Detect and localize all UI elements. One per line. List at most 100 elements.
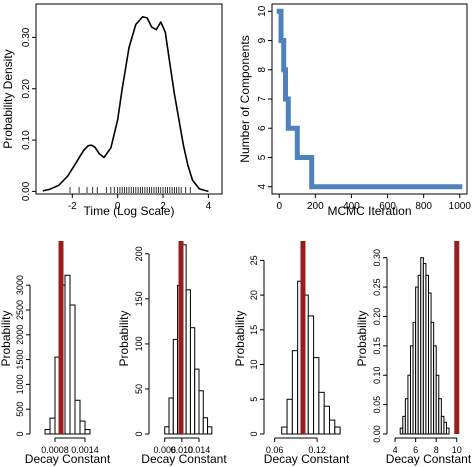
- plot-frame: [271, 3, 468, 195]
- x-axis-label: MCMC Iteration: [327, 204, 411, 218]
- y-axis-label: Probability: [355, 310, 369, 366]
- histogram-bar: [286, 398, 293, 435]
- histogram-bar: [185, 289, 191, 435]
- y-tick-label: 25: [249, 255, 259, 265]
- y-tick-label: 10: [249, 360, 259, 370]
- x-tick-label: 0: [276, 201, 282, 212]
- histogram-bar: [164, 426, 170, 435]
- y-tick-label: 15: [249, 325, 259, 335]
- y-tick-label: 3000: [15, 275, 25, 295]
- x-tick-label: 4: [393, 445, 398, 455]
- y-tick-label: 1000: [15, 374, 25, 394]
- y-tick-label: 200: [134, 246, 144, 261]
- x-tick-label: 10: [452, 445, 462, 455]
- x-tick-label: 0.0008: [41, 445, 69, 455]
- panel-6: 4 6 8 10 0.00 0.05 0.10 0.15 0.20 0.25 0.30 Decay C…: [355, 241, 472, 466]
- y-tick-label: 0.00: [21, 181, 32, 201]
- x-tick-label: -2: [68, 201, 77, 212]
- histogram-bar: [74, 399, 81, 435]
- y-tick-label: 500: [15, 402, 25, 417]
- x-tick-label: 0.010: [171, 445, 194, 455]
- density-curve: [42, 15, 209, 193]
- histogram-bar: [202, 417, 209, 435]
- x-tick-label: 8: [434, 445, 439, 455]
- x-axis-label: Decay Constant: [25, 452, 111, 466]
- y-tick-label: 0.20: [21, 79, 32, 99]
- y-tick-label: 4: [257, 183, 268, 189]
- histogram-bar: [194, 368, 200, 435]
- x-tick-label: 0.06: [266, 445, 284, 455]
- trace-line: [276, 8, 463, 190]
- x-tick-label: 4: [206, 201, 212, 212]
- y-tick-label: 9: [257, 37, 268, 43]
- histogram-bar: [64, 274, 71, 435]
- y-axis-label: Probability Density: [1, 49, 15, 148]
- x-tick-label: 0.12: [308, 445, 326, 455]
- histogram-bar: [172, 338, 179, 435]
- histogram-bar: [445, 427, 450, 435]
- plot-frame: [35, 3, 223, 195]
- y-tick-label: 50: [134, 384, 144, 394]
- y-tick-label: 0.10: [372, 366, 382, 384]
- x-tick-label: 0.0014: [71, 445, 99, 455]
- y-axis-label: Probability: [117, 310, 131, 366]
- y-tick-label: 0.30: [372, 249, 382, 267]
- histogram-bar: [291, 350, 299, 435]
- histogram-bar: [207, 426, 213, 435]
- histogram-bar: [79, 420, 86, 435]
- y-axis-label: Probability: [0, 310, 13, 366]
- x-tick-label: 800: [415, 201, 432, 212]
- histogram-bar: [44, 429, 51, 435]
- y-tick-label: 100: [134, 336, 144, 351]
- x-tick-label: 200: [307, 201, 324, 212]
- y-tick-label: 0.00: [372, 425, 382, 443]
- x-axis-label: Time (Log Scale): [84, 204, 175, 218]
- y-tick-label: 6: [257, 125, 268, 131]
- histogram-bar: [84, 429, 91, 435]
- histogram-bar: [313, 357, 320, 435]
- y-tick-label: 5: [249, 397, 259, 402]
- x-tick-label: 600: [379, 201, 396, 212]
- y-tick-label: 2500: [15, 300, 25, 320]
- panel-1: -2 0 2 4 0.00 0.10 0.20 0.30 Time (Log Scale) Pro…: [1, 3, 223, 218]
- y-axis-label: Probability: [233, 310, 247, 366]
- x-axis-label: Decay Constant: [386, 452, 472, 466]
- x-axis-label: Decay Constant: [264, 452, 350, 466]
- histogram-bar: [307, 315, 315, 435]
- histogram-bar: [189, 327, 196, 435]
- y-tick-label: 2000: [15, 325, 25, 345]
- y-tick-label: 0: [134, 431, 144, 436]
- histogram-bar: [69, 304, 76, 435]
- y-tick-label: 0.10: [21, 130, 32, 150]
- x-axis-label: Decay Constant: [141, 452, 227, 466]
- x-tick-label: 0.006: [153, 445, 176, 455]
- histogram-bar: [198, 390, 204, 435]
- y-tick-label: 0.15: [372, 337, 382, 355]
- histogram-bar: [49, 417, 56, 435]
- histogram-bar: [334, 426, 341, 435]
- histogram-bar: [323, 405, 330, 435]
- x-tick-label: 400: [343, 201, 360, 212]
- histogram-bar: [318, 391, 325, 435]
- histogram-bar: [328, 419, 336, 435]
- y-tick-label: 20: [249, 290, 259, 300]
- y-tick-label: 0: [249, 431, 259, 436]
- x-tick-label: 0: [115, 201, 121, 212]
- x-tick-label: 0.014: [188, 445, 211, 455]
- panel-2: 0 200 400 600 800 1000 4 5 6 7 8 9 10 MCMC Iteration N…: [238, 3, 472, 218]
- x-tick-label: 2: [160, 201, 166, 212]
- y-tick-label: 0.05: [372, 396, 382, 414]
- y-tick-label: 8: [257, 67, 268, 73]
- y-tick-label: 0.20: [372, 308, 382, 326]
- panel-3: 0.0008 0.0014 0 500 1000 1500 2000 2500 3000 Deca…: [0, 241, 111, 466]
- y-tick-label: 7: [257, 96, 268, 102]
- panel-5: 0.06 0.12 0 5 10 15 20 25 Decay Constant Probabil…: [233, 241, 350, 466]
- x-tick-label: 1000: [449, 201, 472, 212]
- histogram-bar: [281, 426, 288, 435]
- x-tick-label: 6: [413, 445, 418, 455]
- y-tick-label: 0: [15, 431, 25, 436]
- y-axis-label: Number of Components: [238, 35, 252, 162]
- y-tick-label: 0.30: [21, 27, 32, 47]
